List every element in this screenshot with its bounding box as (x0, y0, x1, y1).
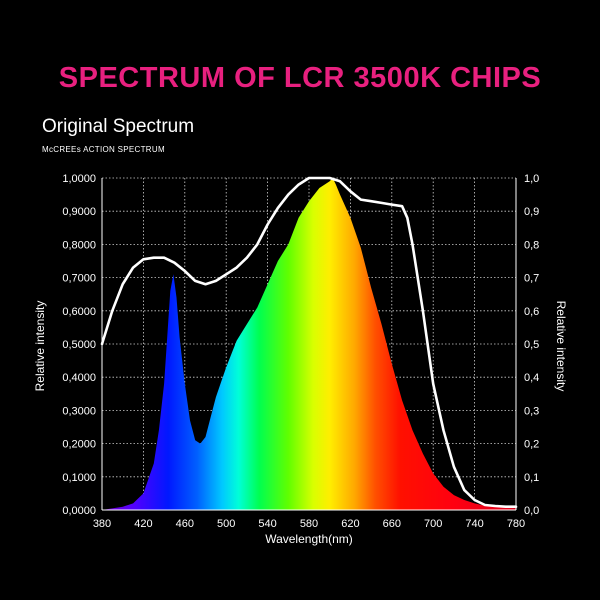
x-tick-label: 580 (300, 518, 318, 530)
y-tick-label-left: 0,1000 (62, 472, 96, 484)
y-tick-label-left: 0,4000 (62, 372, 96, 384)
y-tick-label-right: 0,1 (524, 472, 539, 484)
y-tick-label-left: 0,8000 (62, 239, 96, 251)
series-caption: McCREEs ACTION SPECTRUM (42, 145, 165, 154)
y-tick-label-right: 1,0 (524, 173, 539, 185)
tick-labels: 380 420 460 500 540 580 620 660 700 740 780 0,0000 0… (62, 173, 539, 530)
y-tick-label-right: 0,9 (524, 206, 539, 218)
y-tick-label-right: 0,6 (524, 306, 539, 318)
x-axis-label: Wavelength(nm) (265, 532, 353, 546)
x-tick-label: 540 (258, 518, 276, 530)
chart-axes (101, 178, 517, 511)
x-tick-label: 620 (341, 518, 359, 530)
x-tick-label: 660 (383, 518, 401, 530)
y-tick-label-right: 0,4 (524, 372, 539, 384)
y-tick-label-left: 0,7000 (62, 273, 96, 285)
chart-subtitle: Original Spectrum (42, 116, 195, 137)
y-tick-label-right: 0,7 (524, 273, 539, 285)
y-tick-label-right: 0,8 (524, 239, 539, 251)
x-tick-label: 380 (93, 518, 111, 530)
y-tick-label-left: 0,3000 (62, 405, 96, 417)
y-tick-label-left: 0,6000 (62, 306, 96, 318)
x-tick-label: 460 (176, 518, 194, 530)
action-spectrum-line (100, 176, 518, 508)
y-tick-label-right: 0,2 (524, 439, 539, 451)
x-tick-label: 780 (507, 518, 525, 530)
page-headline: SPECTRUM OF LCR 3500K CHIPS (58, 62, 542, 94)
y-tick-label-left: 0,0000 (62, 505, 96, 517)
x-tick-label: 740 (465, 518, 483, 530)
x-tick-label: 700 (424, 518, 442, 530)
spectrum-area (102, 178, 516, 510)
y-tick-label-right: 0,5 (524, 339, 539, 351)
y-axis-label-left: Relative intensity (33, 301, 47, 392)
x-tick-label: 500 (217, 518, 235, 530)
y-tick-label-left: 0,9000 (62, 206, 96, 218)
y-tick-label-right: 0,0 (524, 505, 539, 517)
y-tick-label-left: 0,5000 (62, 339, 96, 351)
x-tick-label: 420 (134, 518, 152, 530)
y-tick-label-left: 1,0000 (62, 173, 96, 185)
y-tick-label-left: 0,2000 (62, 439, 96, 451)
y-tick-label-right: 0,3 (524, 405, 539, 417)
y-axis-label-right: Relative intensity (554, 301, 568, 392)
